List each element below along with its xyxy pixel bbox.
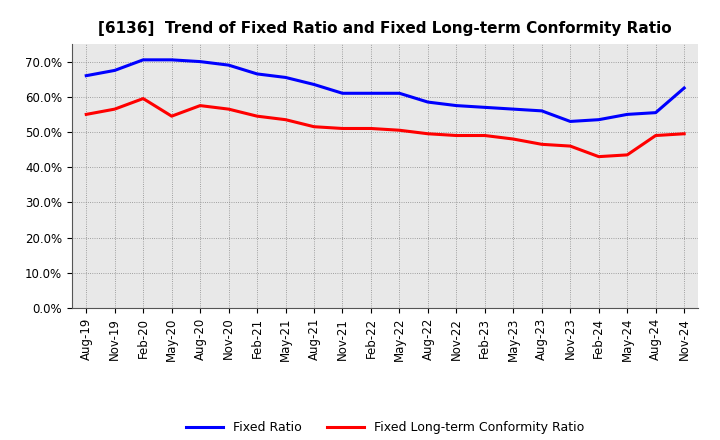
- Fixed Long-term Conformity Ratio: [196, 103, 204, 108]
- Fixed Ratio: [509, 106, 518, 112]
- Fixed Long-term Conformity Ratio: [253, 114, 261, 119]
- Fixed Ratio: [225, 62, 233, 68]
- Title: [6136]  Trend of Fixed Ratio and Fixed Long-term Conformity Ratio: [6136] Trend of Fixed Ratio and Fixed Lo…: [99, 21, 672, 36]
- Legend: Fixed Ratio, Fixed Long-term Conformity Ratio: Fixed Ratio, Fixed Long-term Conformity …: [181, 416, 590, 439]
- Fixed Ratio: [652, 110, 660, 115]
- Fixed Long-term Conformity Ratio: [110, 106, 119, 112]
- Fixed Long-term Conformity Ratio: [139, 96, 148, 101]
- Fixed Long-term Conformity Ratio: [395, 128, 404, 133]
- Fixed Long-term Conformity Ratio: [509, 136, 518, 142]
- Line: Fixed Long-term Conformity Ratio: Fixed Long-term Conformity Ratio: [86, 99, 684, 157]
- Fixed Ratio: [423, 99, 432, 105]
- Fixed Long-term Conformity Ratio: [537, 142, 546, 147]
- Line: Fixed Ratio: Fixed Ratio: [86, 60, 684, 121]
- Fixed Long-term Conformity Ratio: [452, 133, 461, 138]
- Fixed Long-term Conformity Ratio: [566, 143, 575, 149]
- Fixed Long-term Conformity Ratio: [338, 126, 347, 131]
- Fixed Ratio: [282, 75, 290, 80]
- Fixed Long-term Conformity Ratio: [225, 106, 233, 112]
- Fixed Ratio: [253, 71, 261, 77]
- Fixed Long-term Conformity Ratio: [82, 112, 91, 117]
- Fixed Ratio: [366, 91, 375, 96]
- Fixed Ratio: [623, 112, 631, 117]
- Fixed Ratio: [480, 105, 489, 110]
- Fixed Ratio: [139, 57, 148, 62]
- Fixed Ratio: [595, 117, 603, 122]
- Fixed Long-term Conformity Ratio: [282, 117, 290, 122]
- Fixed Ratio: [82, 73, 91, 78]
- Fixed Long-term Conformity Ratio: [652, 133, 660, 138]
- Fixed Ratio: [452, 103, 461, 108]
- Fixed Long-term Conformity Ratio: [480, 133, 489, 138]
- Fixed Long-term Conformity Ratio: [167, 114, 176, 119]
- Fixed Ratio: [537, 108, 546, 114]
- Fixed Long-term Conformity Ratio: [623, 152, 631, 158]
- Fixed Long-term Conformity Ratio: [423, 131, 432, 136]
- Fixed Ratio: [167, 57, 176, 62]
- Fixed Ratio: [566, 119, 575, 124]
- Fixed Long-term Conformity Ratio: [366, 126, 375, 131]
- Fixed Ratio: [680, 85, 688, 91]
- Fixed Ratio: [338, 91, 347, 96]
- Fixed Long-term Conformity Ratio: [595, 154, 603, 159]
- Fixed Ratio: [110, 68, 119, 73]
- Fixed Long-term Conformity Ratio: [680, 131, 688, 136]
- Fixed Ratio: [395, 91, 404, 96]
- Fixed Ratio: [310, 82, 318, 87]
- Fixed Ratio: [196, 59, 204, 64]
- Fixed Long-term Conformity Ratio: [310, 124, 318, 129]
